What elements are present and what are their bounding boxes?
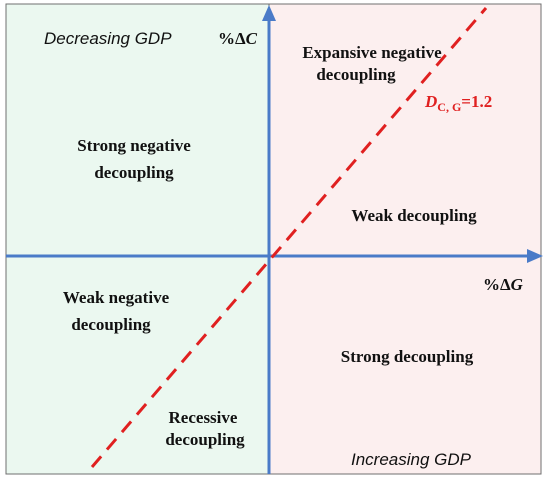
threshold-label-subscript: C, G <box>437 100 461 114</box>
zone-weak-negative-line1: Weak negative <box>63 288 170 307</box>
zone-weak-negative-line2: decoupling <box>71 315 151 334</box>
y-axis-label-variable: C <box>246 29 258 48</box>
threshold-label-base: D <box>424 92 437 111</box>
zone-recessive-line1: Recessive <box>169 408 238 427</box>
vertical-axis-arrow <box>262 5 276 21</box>
y-axis-label: %ΔC <box>218 29 258 48</box>
increasing-gdp-title: Increasing GDP <box>351 450 472 469</box>
x-axis-label: %ΔG <box>483 275 524 294</box>
zone-recessive-line2: decoupling <box>165 430 245 449</box>
horizontal-axis-arrow <box>527 249 543 263</box>
threshold-label-value: =1.2 <box>461 92 492 111</box>
zone-strong-negative-line2: decoupling <box>94 163 174 182</box>
zone-expansive-negative-line2: decoupling <box>316 65 396 84</box>
zone-strong-negative-line1: Strong negative <box>77 136 191 155</box>
increasing-gdp-region <box>268 3 542 475</box>
zone-weak-decoupling: Weak decoupling <box>351 206 477 225</box>
x-axis-label-prefix: %Δ <box>483 275 511 294</box>
decreasing-gdp-region <box>5 3 270 475</box>
decreasing-gdp-title: Decreasing GDP <box>44 29 172 48</box>
zone-expansive-negative-line1: Expansive negative <box>302 43 442 62</box>
y-axis-label-prefix: %Δ <box>218 29 246 48</box>
zone-strong-decoupling: Strong decoupling <box>341 347 474 366</box>
threshold-line <box>90 7 488 468</box>
x-axis-label-variable: G <box>511 275 524 294</box>
threshold-label: DC, G=1.2 <box>424 92 492 114</box>
